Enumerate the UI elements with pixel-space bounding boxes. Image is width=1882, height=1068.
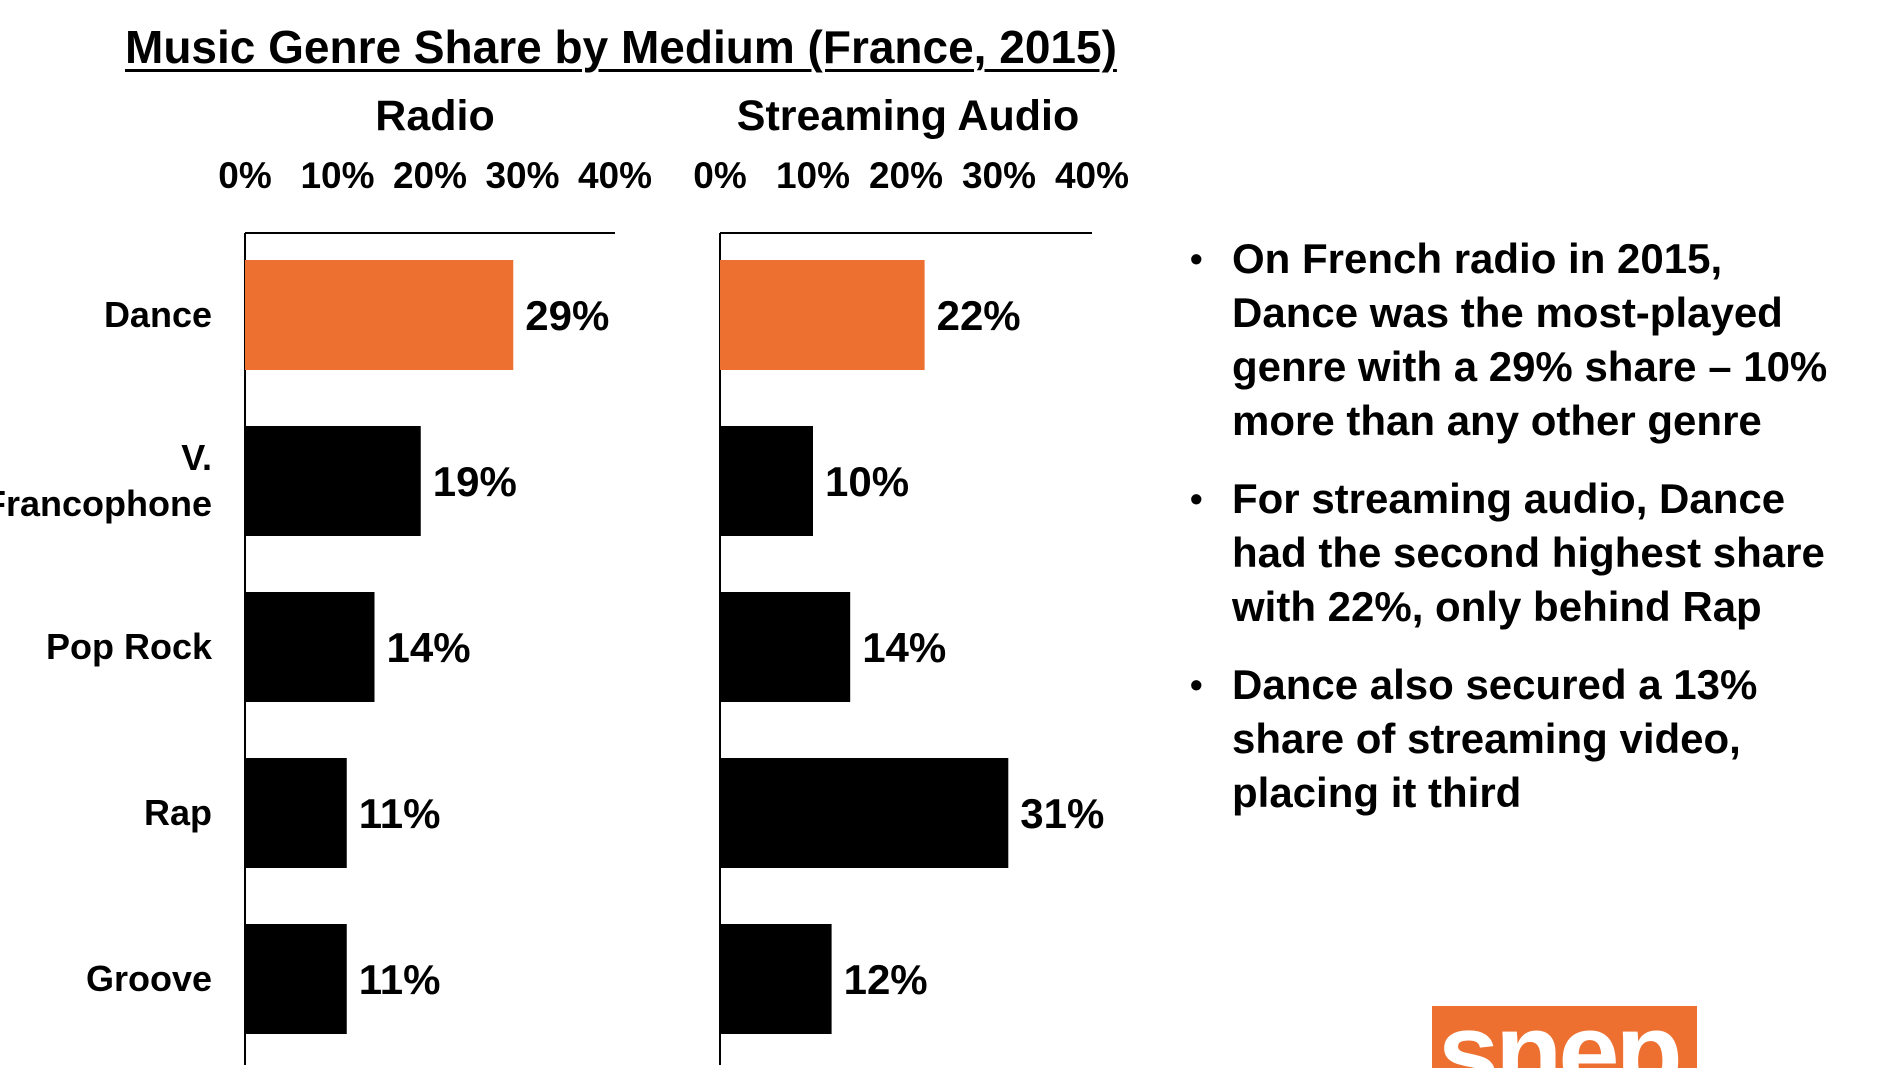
radio-data-label: 19% — [433, 458, 517, 505]
radio-bar — [245, 426, 421, 536]
snep-logo: snep — [1432, 1006, 1697, 1068]
streaming-bar — [720, 592, 851, 702]
snep-logo-text: snep — [1438, 1006, 1683, 1068]
streaming-bar — [720, 758, 1009, 868]
radio-data-label: 14% — [387, 624, 471, 671]
radio-tick-label: 40% — [578, 155, 652, 196]
radio-bar — [245, 260, 514, 370]
streaming-data-label: 22% — [937, 292, 1021, 339]
radio-bar — [245, 592, 375, 702]
finding-streaming-audio: • For streaming audio, Dance had the seco… — [1190, 472, 1830, 634]
key-findings-list: • On French radio in 2015, Dance was the … — [1190, 232, 1830, 844]
radio-tick-label: 30% — [485, 155, 559, 196]
streaming-data-label: 14% — [862, 624, 946, 671]
streaming-tick-label: 10% — [776, 155, 850, 196]
finding-streaming-audio-text: For streaming audio, Dance had the secon… — [1232, 475, 1825, 630]
category-label: Francophone — [0, 483, 212, 524]
bullet-icon: • — [1190, 664, 1203, 705]
radio-panel-title: Radio — [375, 92, 495, 140]
streaming-data-label: 31% — [1020, 790, 1104, 837]
streaming-tick-label: 40% — [1055, 155, 1129, 196]
streaming-bar — [720, 260, 925, 370]
radio-data-label: 11% — [359, 790, 441, 837]
chart-title: Music Genre Share by Medium (France, 201… — [125, 21, 1117, 73]
radio-data-label: 29% — [525, 292, 609, 339]
radio-tick-label: 10% — [300, 155, 374, 196]
category-label: V. — [181, 437, 212, 478]
streaming-data-label: 12% — [844, 956, 928, 1003]
streaming-data-label: 10% — [825, 458, 909, 505]
category-label: Groove — [86, 958, 212, 999]
radio-bar — [245, 758, 347, 868]
streaming-tick-label: 30% — [962, 155, 1036, 196]
radio-bar — [245, 924, 347, 1034]
category-label: Rap — [144, 792, 212, 833]
category-label: Pop Rock — [46, 626, 213, 667]
finding-radio-text: On French radio in 2015, Dance was the m… — [1232, 235, 1828, 444]
streaming-bar — [720, 426, 813, 536]
radio-tick-label: 20% — [393, 155, 467, 196]
radio-data-label: 11% — [359, 956, 441, 1003]
bullet-icon: • — [1190, 478, 1203, 519]
streaming-panel-title: Streaming Audio — [736, 92, 1080, 140]
streaming-bar — [720, 924, 832, 1034]
bar-charts: 0% 10% 20% 30% 40% 29% 19% 14% 11% 11% 0% 10% 20% 30%… — [0, 155, 1129, 1065]
bullet-icon: • — [1190, 238, 1203, 279]
finding-streaming-video-text: Dance also secured a 13% share of stream… — [1232, 661, 1758, 816]
streaming-tick-label: 20% — [869, 155, 943, 196]
radio-tick-label: 0% — [218, 155, 271, 196]
streaming-tick-label: 0% — [693, 155, 746, 196]
finding-radio: • On French radio in 2015, Dance was the … — [1190, 232, 1830, 448]
category-label: Dance — [104, 294, 212, 335]
finding-streaming-video: • Dance also secured a 13% share of strea… — [1190, 658, 1830, 820]
